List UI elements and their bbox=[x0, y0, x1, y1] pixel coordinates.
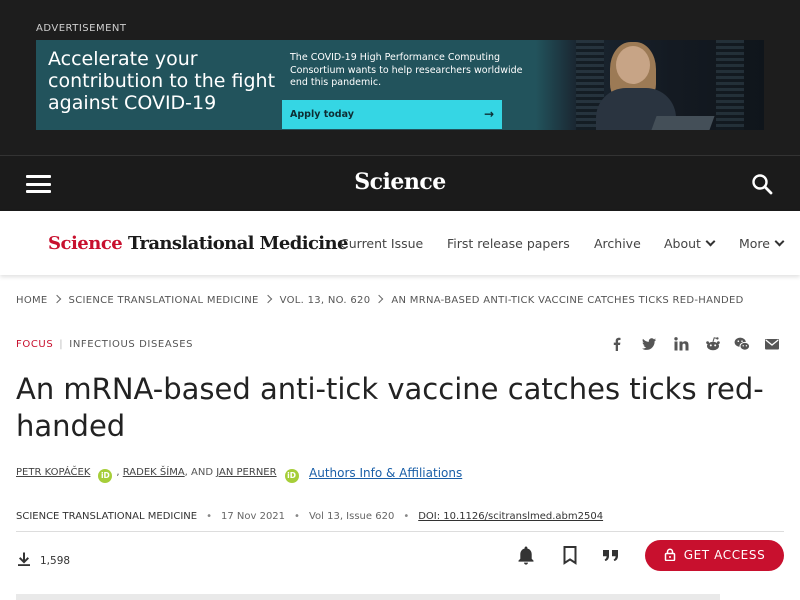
breadcrumb-journal[interactable]: SCIENCE TRANSLATIONAL MEDICINE bbox=[68, 295, 259, 306]
meta-volume-issue[interactable]: Vol 13, Issue 620 bbox=[308, 511, 395, 522]
chevron-right-icon bbox=[375, 294, 384, 304]
category-topic[interactable]: INFECTIOUS DISEASES bbox=[69, 339, 194, 350]
author-link[interactable]: RADEK ŠÍMA bbox=[122, 467, 185, 478]
author-link[interactable]: JAN PERNER bbox=[216, 467, 277, 478]
wechat-icon[interactable] bbox=[734, 336, 751, 352]
journal-logo[interactable]: Science Translational Medicine bbox=[48, 233, 348, 254]
ad-body-text: The COVID-19 High Performance Computing … bbox=[290, 52, 523, 88]
authors-info-affiliations-link[interactable]: Authors Info & Affiliations bbox=[309, 466, 463, 480]
category-separator: | bbox=[59, 339, 64, 350]
reddit-icon[interactable] bbox=[705, 336, 721, 352]
orcid-icon[interactable]: iD bbox=[98, 469, 113, 483]
chevron-down-icon bbox=[774, 236, 785, 247]
facebook-icon[interactable] bbox=[609, 336, 625, 352]
nav-about[interactable]: About bbox=[664, 236, 716, 251]
download-count: 1,598 bbox=[16, 551, 70, 570]
meta-journal[interactable]: SCIENCE TRANSLATIONAL MEDICINE bbox=[16, 511, 198, 522]
chevron-down-icon bbox=[705, 236, 716, 247]
lock-icon bbox=[664, 542, 676, 573]
meta-separator: • bbox=[403, 511, 410, 522]
meta-date: 17 Nov 2021 bbox=[220, 511, 286, 522]
divider bbox=[16, 531, 784, 532]
download-count-value: 1,598 bbox=[40, 555, 71, 567]
meta-separator: • bbox=[206, 511, 212, 522]
ad-headline: Accelerate your contribution to the figh… bbox=[48, 48, 276, 114]
advertisement-area: ADVERTISEMENT Accelerate your contributi… bbox=[0, 0, 800, 155]
site-header: Science bbox=[0, 155, 800, 211]
search-icon[interactable] bbox=[750, 172, 774, 196]
breadcrumb-article: AN MRNA-BASED ANTI-TICK VACCINE CATCHES … bbox=[391, 295, 744, 306]
nav-more-label: More bbox=[739, 236, 770, 251]
meta-separator: • bbox=[294, 511, 300, 522]
nav-about-label: About bbox=[664, 236, 701, 251]
article-category: FOCUS | INFECTIOUS DISEASES bbox=[16, 339, 193, 350]
chevron-right-icon bbox=[263, 294, 272, 304]
journal-logo-name: Translational Medicine bbox=[127, 233, 349, 254]
ad-apply-button[interactable]: Apply today → bbox=[282, 100, 502, 129]
breadcrumb-home[interactable]: HOME bbox=[16, 295, 48, 306]
content-divider bbox=[16, 594, 720, 600]
breadcrumb-issue[interactable]: VOL. 13, NO. 620 bbox=[279, 295, 371, 306]
arrow-right-icon: → bbox=[483, 107, 494, 121]
email-icon[interactable] bbox=[764, 336, 780, 352]
author-separator: , bbox=[116, 467, 120, 478]
ad-label: ADVERTISEMENT bbox=[36, 23, 127, 34]
article-title: An mRNA-based anti-tick vaccine catches … bbox=[16, 372, 764, 443]
orcid-icon[interactable]: iD bbox=[284, 469, 299, 483]
download-icon bbox=[16, 551, 32, 570]
bell-icon[interactable] bbox=[515, 544, 537, 566]
get-access-button[interactable]: GET ACCESS bbox=[645, 540, 784, 571]
article-meta: SCIENCE TRANSLATIONAL MEDICINE • 17 Nov 20… bbox=[16, 511, 603, 522]
site-logo-wrap: Science bbox=[0, 169, 800, 195]
science-logo[interactable]: Science bbox=[354, 169, 446, 195]
twitter-icon[interactable] bbox=[641, 336, 657, 352]
category-focus[interactable]: FOCUS bbox=[16, 339, 54, 350]
doi-link[interactable]: DOI: 10.1126/scitranslmed.abm2504 bbox=[418, 511, 604, 522]
bookmark-icon[interactable] bbox=[559, 544, 581, 566]
nav-archive[interactable]: Archive bbox=[594, 236, 641, 251]
breadcrumb: HOME SCIENCE TRANSLATIONAL MEDICINE VOL. 1… bbox=[16, 294, 744, 306]
nav-first-release-papers[interactable]: First release papers bbox=[447, 236, 570, 251]
chevron-right-icon bbox=[52, 294, 61, 304]
linkedin-icon[interactable] bbox=[673, 336, 689, 352]
get-access-label: GET ACCESS bbox=[683, 548, 766, 562]
journal-logo-brand: Science bbox=[48, 233, 123, 254]
ad-photo bbox=[536, 40, 764, 130]
author-link[interactable]: PETR KOPÁČEK bbox=[16, 467, 91, 478]
nav-current-issue[interactable]: Current Issue bbox=[340, 236, 424, 251]
journal-nav-bar: Science Translational Medicine Current I… bbox=[0, 211, 800, 275]
nav-more[interactable]: More bbox=[739, 236, 785, 251]
ad-apply-label: Apply today bbox=[290, 109, 354, 120]
ad-banner[interactable]: Accelerate your contribution to the figh… bbox=[36, 40, 764, 130]
hamburger-menu-icon[interactable] bbox=[26, 175, 51, 193]
quote-icon[interactable] bbox=[600, 544, 622, 566]
author-list: PETR KOPÁČEK iD, RADEK ŠÍMA, AND JAN PERN… bbox=[16, 467, 303, 483]
author-separator: , AND bbox=[184, 467, 214, 478]
